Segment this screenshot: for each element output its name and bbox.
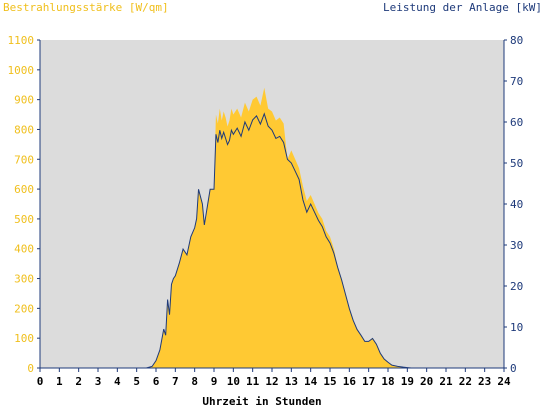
right-tick-label: 0 bbox=[510, 362, 517, 375]
right-tick-label: 40 bbox=[510, 198, 523, 211]
left-tick-label: 100 bbox=[14, 332, 34, 345]
right-tick-label: 20 bbox=[510, 280, 523, 293]
x-tick-label: 7 bbox=[172, 375, 179, 388]
left-tick-label: 1100 bbox=[8, 34, 35, 47]
x-tick-label: 23 bbox=[478, 375, 491, 388]
left-tick-label: 700 bbox=[14, 153, 34, 166]
right-tick-label: 80 bbox=[510, 34, 523, 47]
left-tick-label: 500 bbox=[14, 213, 34, 226]
x-tick-label: 2 bbox=[75, 375, 82, 388]
x-tick-label: 15 bbox=[323, 375, 336, 388]
x-tick-label: 20 bbox=[420, 375, 433, 388]
x-tick-label: 0 bbox=[37, 375, 44, 388]
x-tick-label: 9 bbox=[211, 375, 218, 388]
left-axis-title: Bestrahlungsstärke [W/qm] bbox=[3, 1, 169, 14]
x-tick-label: 24 bbox=[497, 375, 511, 388]
left-tick-label: 200 bbox=[14, 302, 34, 315]
irradiance-area bbox=[40, 87, 504, 369]
left-tick-label: 1000 bbox=[8, 64, 35, 77]
x-tick-label: 19 bbox=[401, 375, 414, 388]
left-y-axis: 0 100 200 300 400 500 600 700 800 900 1000 1100 bbox=[8, 34, 40, 375]
left-tick-label: 0 bbox=[27, 362, 34, 375]
x-tick-label: 16 bbox=[343, 375, 357, 388]
left-tick-label: 800 bbox=[14, 123, 34, 136]
right-tick-label: 10 bbox=[510, 321, 523, 334]
left-tick-label: 400 bbox=[14, 243, 34, 256]
x-tick-label: 11 bbox=[246, 375, 260, 388]
right-tick-label: 50 bbox=[510, 157, 523, 170]
x-axis: 0 1 2 3 4 5 6 7 8 9 10 11 12 13 14 15 16 17 18 19 20 21 22 23 24 bbox=[37, 368, 511, 388]
x-tick-label: 21 bbox=[439, 375, 453, 388]
x-tick-label: 14 bbox=[304, 375, 318, 388]
power-line bbox=[40, 112, 504, 369]
x-tick-label: 3 bbox=[95, 375, 102, 388]
x-tick-label: 17 bbox=[362, 375, 375, 388]
left-tick-label: 300 bbox=[14, 273, 34, 286]
x-tick-label: 6 bbox=[153, 375, 160, 388]
x-tick-label: 5 bbox=[133, 375, 140, 388]
x-tick-label: 22 bbox=[459, 375, 472, 388]
x-tick-label: 10 bbox=[227, 375, 240, 388]
right-tick-label: 70 bbox=[510, 75, 523, 88]
x-tick-label: 18 bbox=[381, 375, 394, 388]
left-tick-label: 900 bbox=[14, 94, 34, 107]
left-tick-label: 600 bbox=[14, 183, 34, 196]
right-axis-title: Leistung der Anlage [kW] bbox=[383, 1, 542, 14]
x-tick-label: 12 bbox=[265, 375, 278, 388]
right-tick-label: 60 bbox=[510, 116, 523, 129]
x-tick-label: 8 bbox=[191, 375, 198, 388]
right-tick-label: 30 bbox=[510, 239, 523, 252]
x-tick-label: 1 bbox=[56, 375, 63, 388]
x-tick-label: 4 bbox=[114, 375, 121, 388]
right-y-axis: 0 10 20 30 40 50 60 70 80 bbox=[504, 34, 523, 375]
x-tick-label: 13 bbox=[285, 375, 298, 388]
x-axis-label: Uhrzeit in Stunden bbox=[202, 395, 321, 408]
